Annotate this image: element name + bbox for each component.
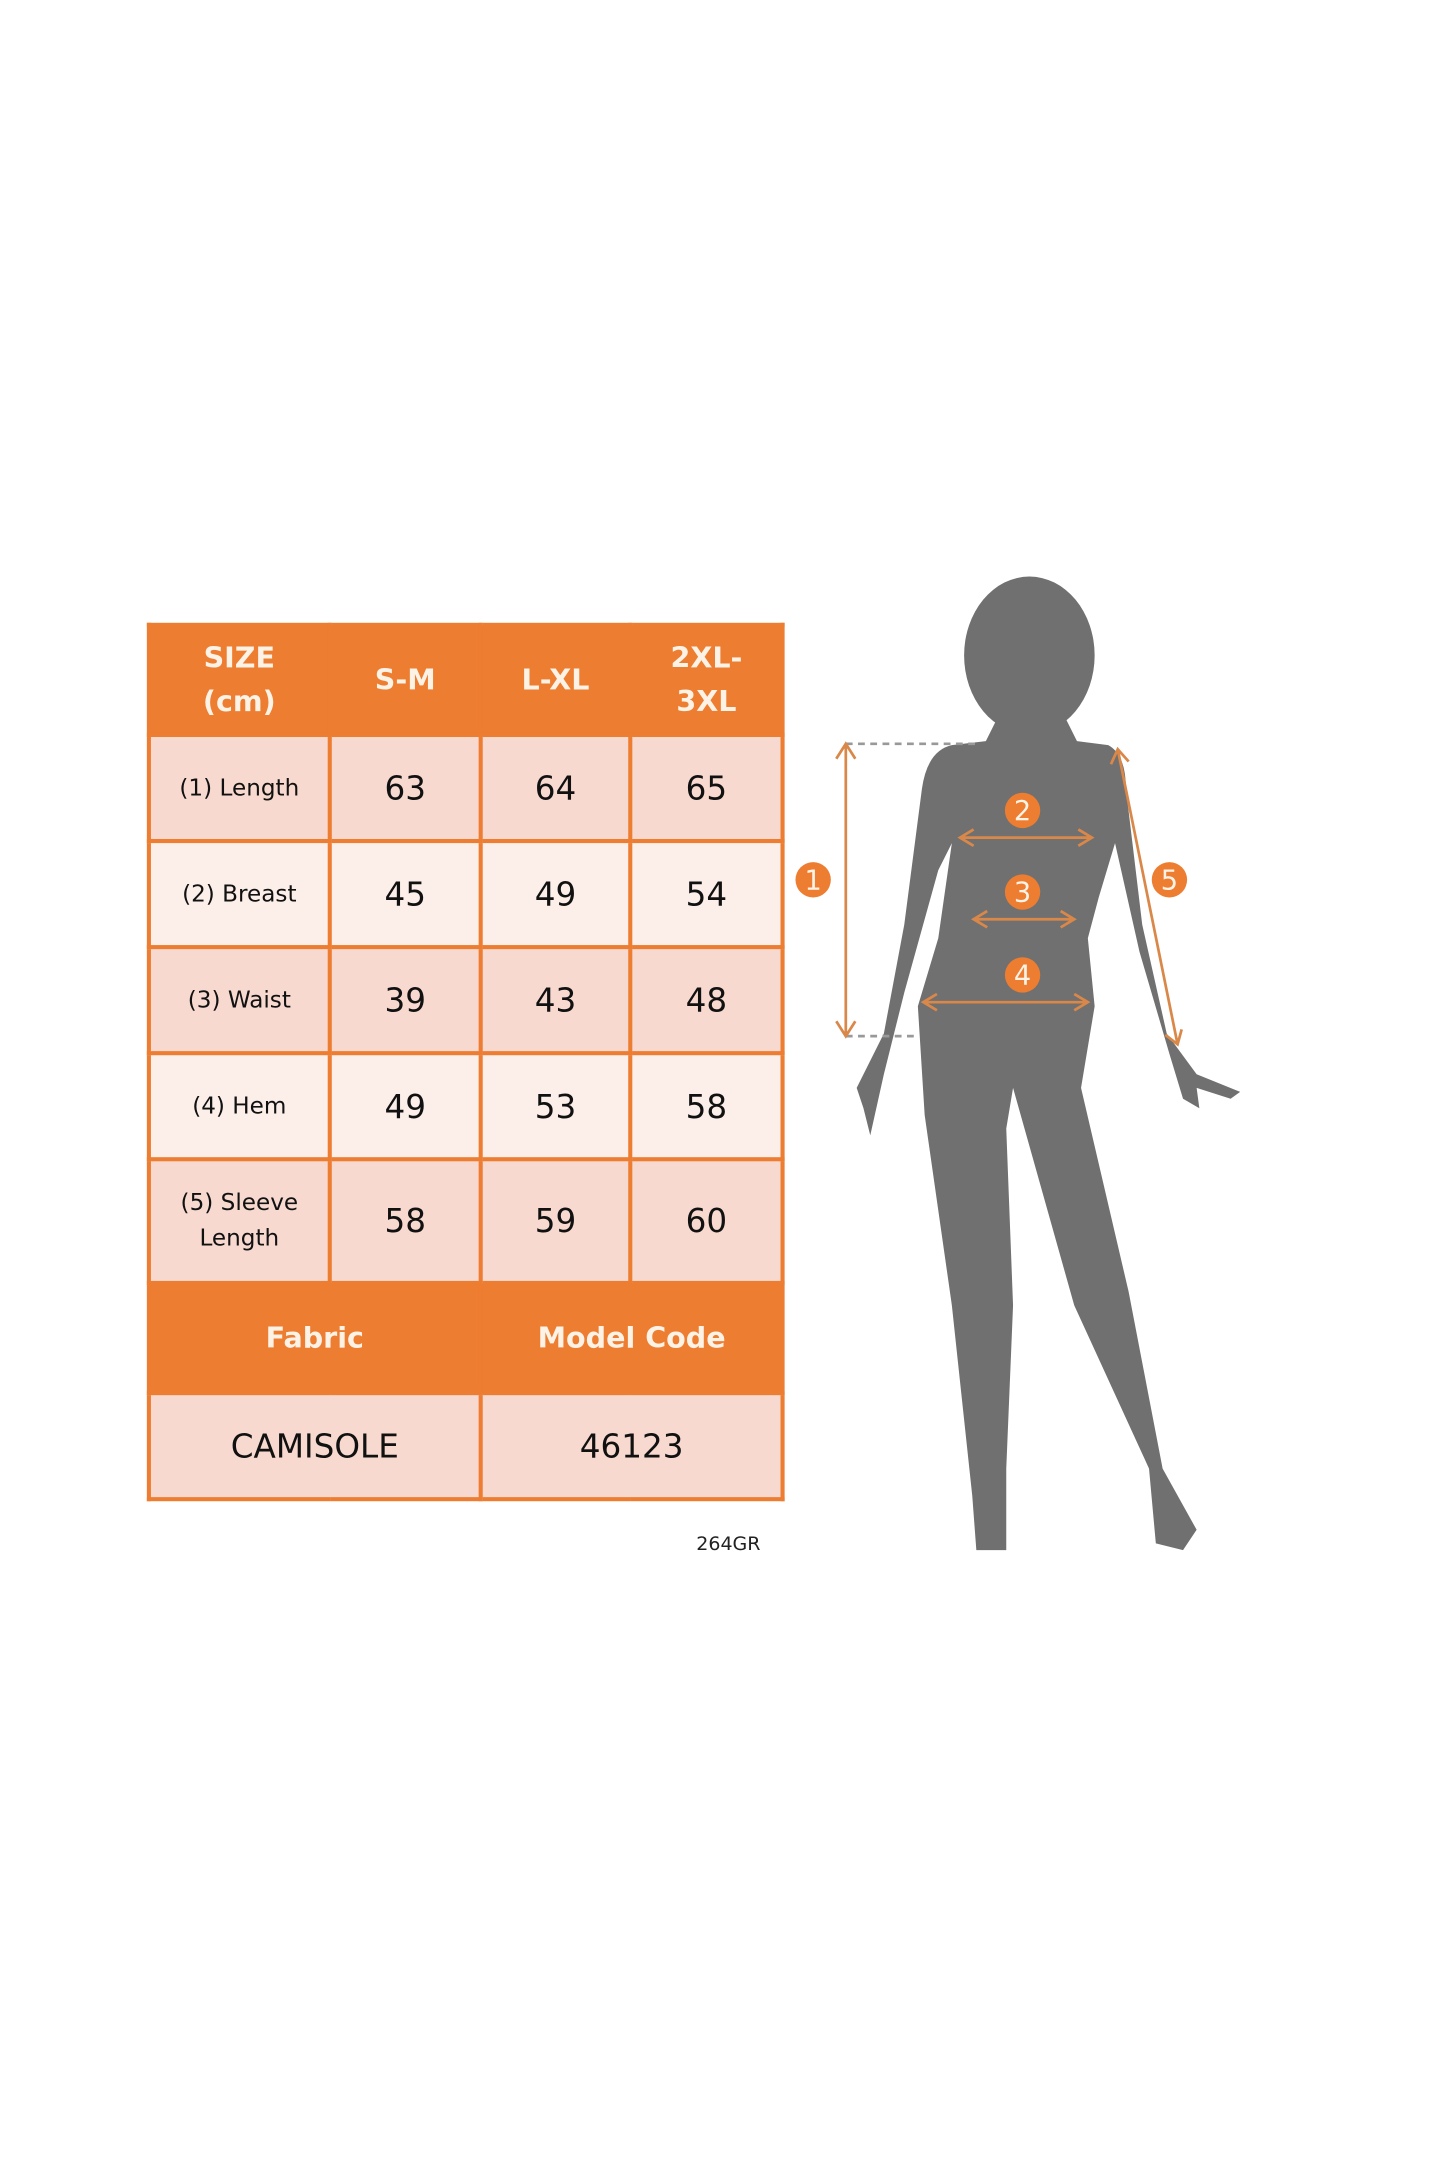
row-label-line: (5) Sleeve [180, 1189, 299, 1218]
table-row: (1) Length 63 64 65 [146, 732, 785, 844]
marker-label: 5 [1161, 865, 1178, 896]
cell: 60 [628, 1157, 785, 1286]
table-row: (2) Breast 45 49 54 [146, 838, 785, 950]
row-label: (5) Sleeve Length [146, 1157, 332, 1286]
table-row: (3) Waist 39 43 48 [146, 945, 785, 1056]
marker-label: 4 [1014, 960, 1031, 991]
cell: 53 [478, 1051, 633, 1162]
model-code-header: Model Code [478, 1280, 785, 1396]
fabric-header-row: Fabric Model Code [146, 1280, 785, 1396]
body [856, 713, 1241, 1551]
row-label: (4) Hem [146, 1051, 332, 1162]
cell: 58 [628, 1051, 785, 1162]
cell: 54 [628, 838, 785, 950]
cell: 59 [478, 1157, 633, 1286]
marker-4 [1004, 957, 1041, 993]
fabric-row: CAMISOLE 46123 [146, 1391, 785, 1502]
marker-label: 2 [1014, 796, 1031, 827]
table-row: (4) Hem 49 53 58 [146, 1051, 785, 1162]
marker-label: 3 [1014, 878, 1031, 909]
header-s-m: S-M [327, 622, 483, 738]
size-table: SIZE (cm) S-M L-XL 2XL- 3XL (1) Length 63 … [146, 622, 785, 1502]
row-label: (1) Length [146, 732, 332, 844]
hem-arrow [920, 992, 1091, 1012]
length-arrow [835, 741, 857, 1039]
cell: 49 [478, 838, 633, 950]
header-2xl-3xl: 2XL- 3XL [628, 622, 785, 738]
cell: 63 [327, 732, 483, 844]
row-label: (3) Waist [146, 945, 332, 1056]
row-label-line: Length [199, 1225, 280, 1253]
measure-lines [835, 741, 1183, 1047]
header-text: 2XL- [670, 641, 743, 675]
header-text: 3XL [676, 685, 737, 718]
header-size: SIZE (cm) [146, 622, 332, 738]
fabric-header: Fabric [146, 1280, 483, 1396]
marker-2 [1004, 792, 1041, 829]
silhouette [856, 576, 1241, 1551]
breast-arrow [957, 828, 1095, 847]
table-row: (5) Sleeve Length 58 59 60 [146, 1157, 785, 1286]
model-code-value: 46123 [478, 1391, 785, 1502]
waist-arrow [970, 909, 1077, 929]
header-text: SIZE [203, 641, 276, 675]
fabric-value: CAMISOLE [146, 1391, 483, 1502]
header-l-xl: L-XL [478, 622, 633, 738]
header-row: SIZE (cm) S-M L-XL 2XL- 3XL [146, 622, 785, 738]
cell: 39 [327, 945, 483, 1056]
marker-5 [1151, 862, 1188, 898]
header-text: (cm) [202, 685, 276, 718]
cell: 45 [327, 838, 483, 950]
cell: 49 [327, 1051, 483, 1162]
product-code: 264GR [696, 1533, 761, 1556]
marker-3 [1004, 874, 1041, 910]
cell: 58 [327, 1157, 483, 1286]
row-label: (2) Breast [146, 838, 332, 950]
cell: 43 [478, 945, 633, 1056]
markers: 1 2 3 4 5 [795, 792, 1188, 993]
cell: 64 [478, 732, 633, 844]
marker-label: 1 [805, 865, 822, 896]
sleeve-arrow [1109, 746, 1183, 1047]
marker-1 [795, 862, 831, 898]
cell: 48 [628, 945, 785, 1056]
cell: 65 [628, 732, 785, 844]
head [964, 576, 1095, 735]
